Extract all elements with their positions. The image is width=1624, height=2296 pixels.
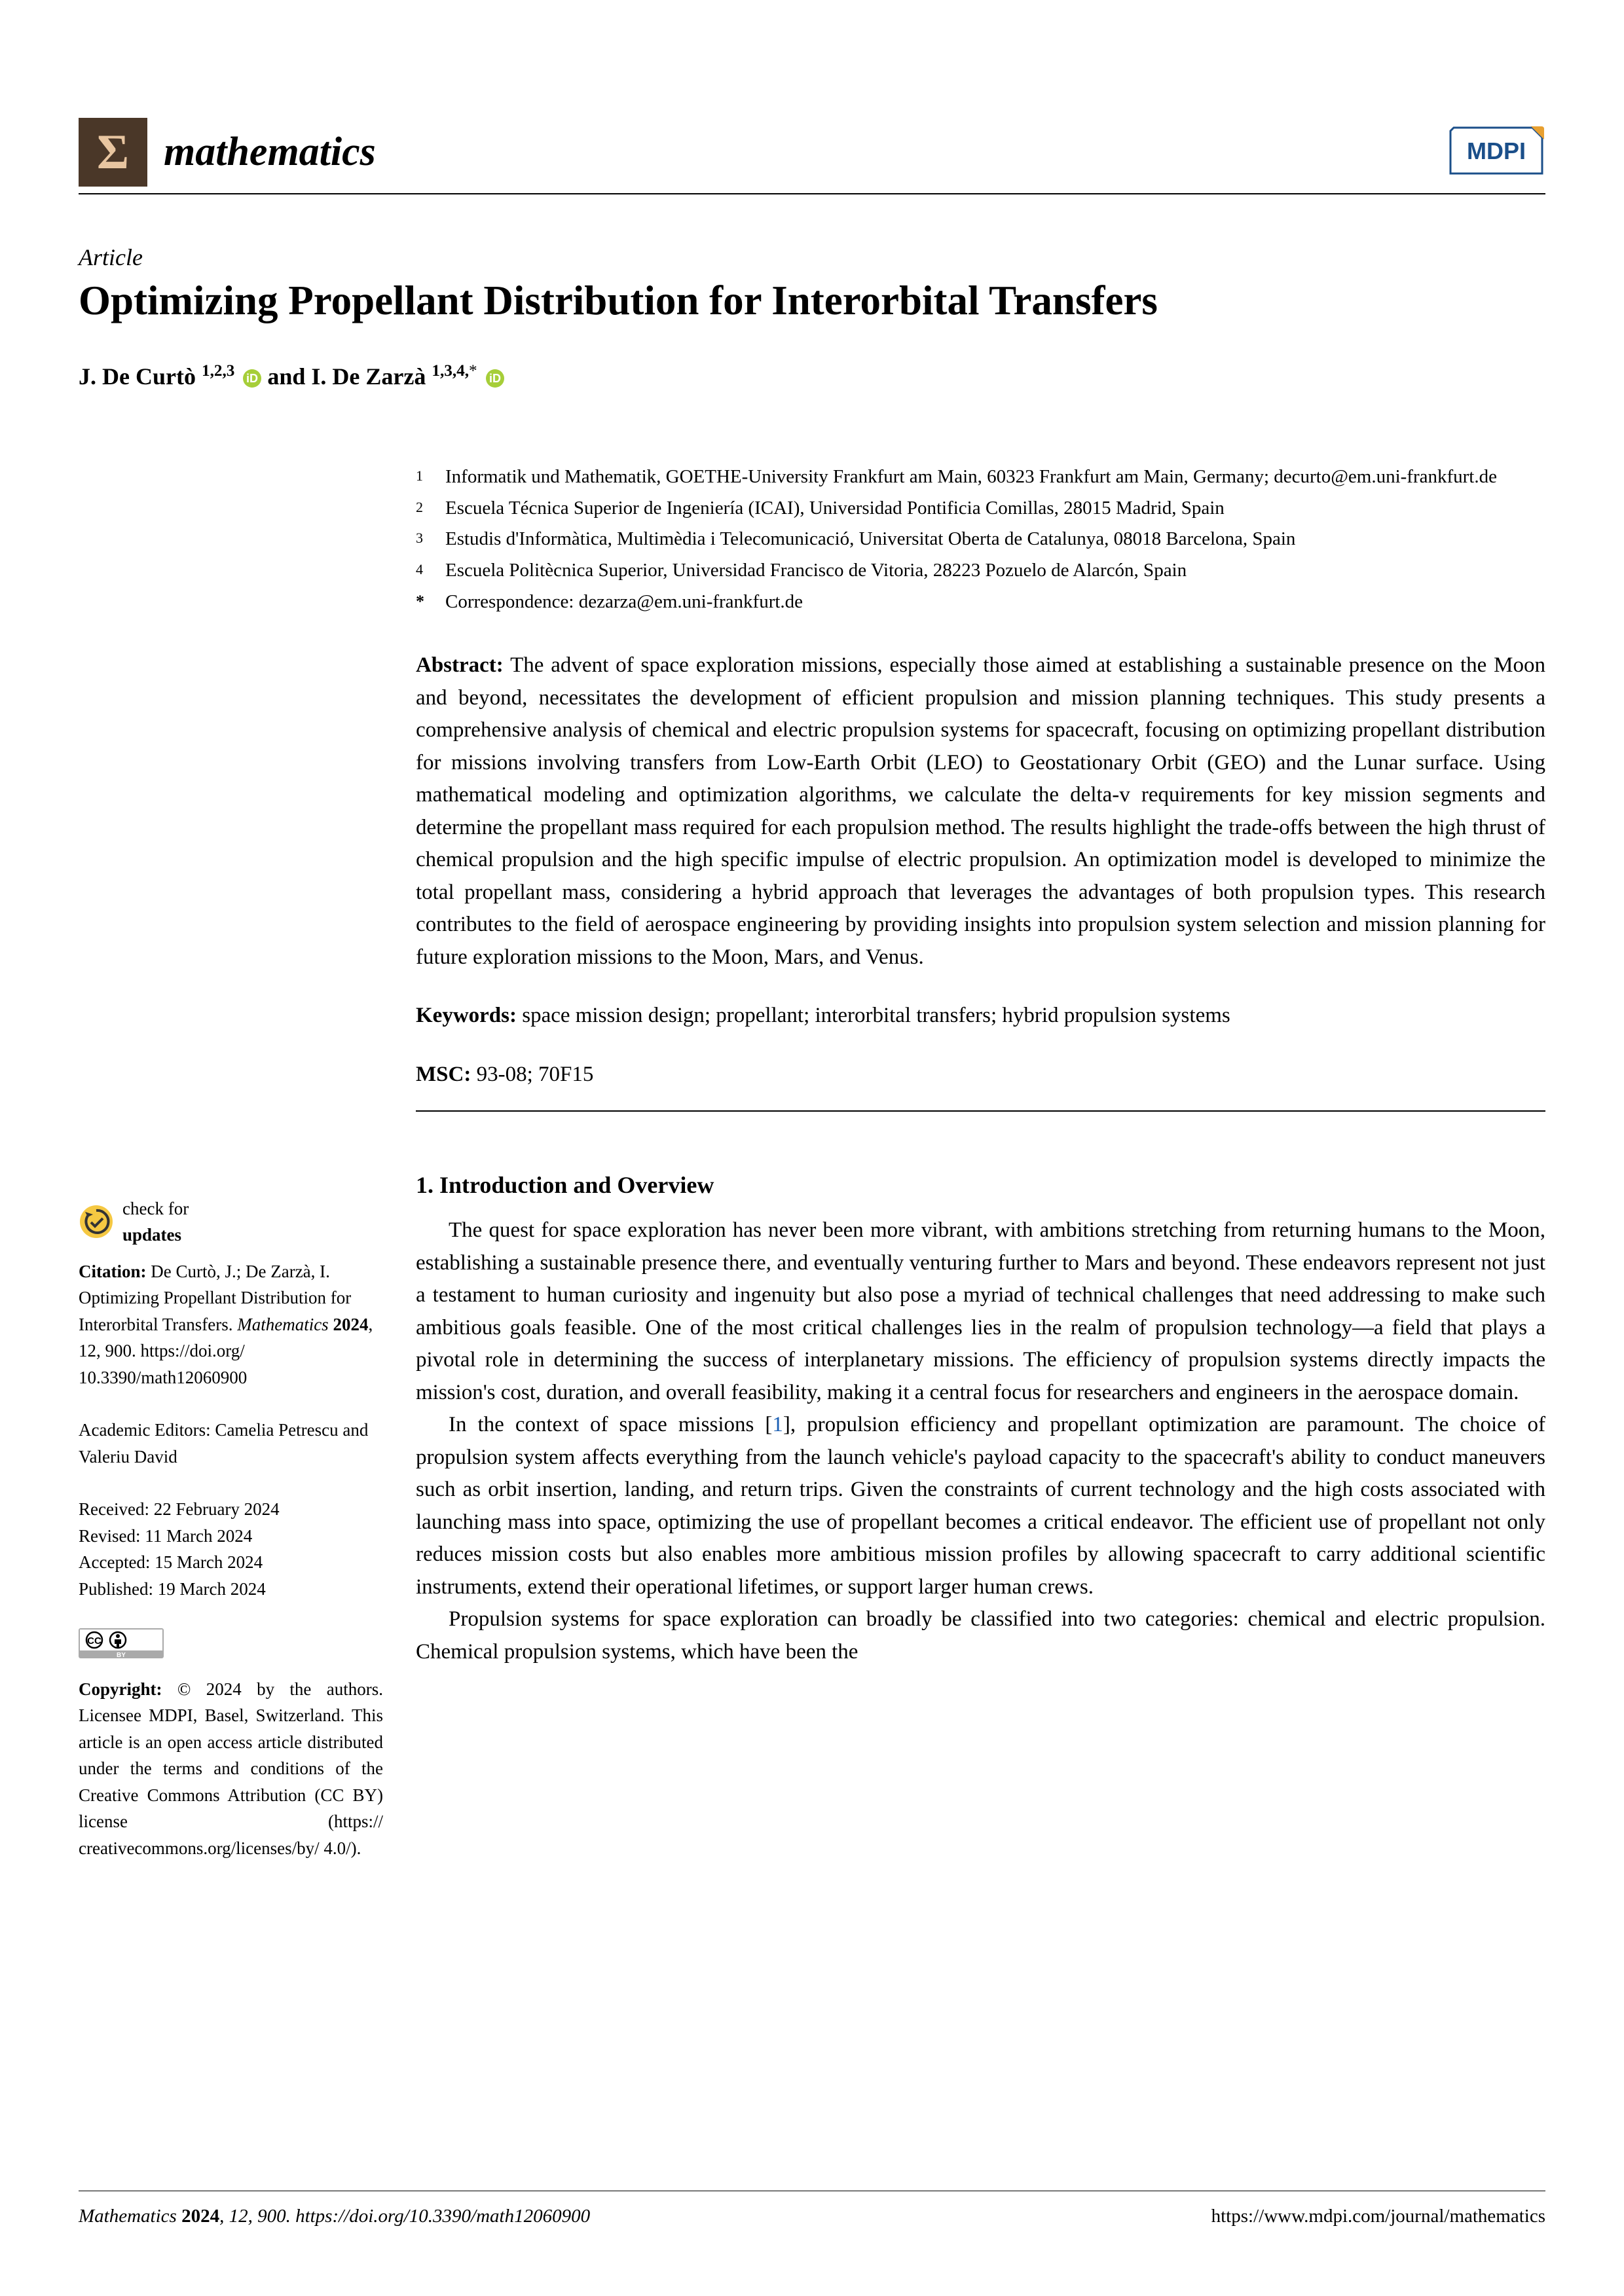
mdpi-logo-icon: MDPI [1447,121,1545,183]
check-updates-badge[interactable]: check for updates [79,1195,383,1248]
editors-block: Academic Editors: Camelia Petrescu and V… [79,1417,383,1470]
author-1-name: J. De Curtò [79,363,196,390]
keywords: Keywords: space mission design; propella… [416,1000,1545,1032]
section-1-body: The quest for space exploration has neve… [416,1214,1545,1668]
corresponding-mark: * [469,362,477,380]
keywords-label: Keywords: [416,1004,517,1027]
journal-logo-icon: Σ [79,118,147,187]
author-2-aff: 1,3,4, [432,362,469,380]
copyright-text: © 2024 by the authors. Licensee MDPI, Ba… [79,1679,383,1858]
author-2-name: I. De Zarzà [311,363,426,390]
accepted-date: Accepted: 15 March 2024 [79,1549,383,1576]
cc-by-badge[interactable]: CC BY [79,1628,383,1666]
author-1-aff: 1,2,3 [202,362,234,380]
affil-num: 1 [416,462,429,492]
abstract: Abstract: The advent of space exploratio… [416,649,1545,974]
msc-text: 93-08; 70F15 [471,1063,593,1086]
citation-journal: Mathematics [237,1315,328,1334]
affil-num: 4 [416,556,429,585]
svg-text:iD: iD [489,372,501,385]
check-updates-text: check for updates [122,1195,189,1248]
para-1: The quest for space exploration has neve… [416,1214,1545,1409]
header-rule [79,193,1545,194]
journal-brand: Σ mathematics [79,118,376,187]
footer-journal: Mathematics [79,2206,181,2227]
article-type: Article [79,244,1545,271]
published-date: Published: 19 March 2024 [79,1576,383,1603]
correspondence: Correspondence: dezarza@em.uni-frankfurt… [445,587,803,617]
svg-text:iD: iD [246,372,258,385]
svg-text:MDPI: MDPI [1467,137,1526,164]
footer-year: 2024 [181,2206,219,2227]
author-list: J. De Curtò 1,2,3 iD and I. De Zarzà 1,3… [79,362,1545,390]
section-1-title: 1. Introduction and Overview [416,1167,1545,1203]
check-line2: updates [122,1222,189,1248]
sidebar: check for updates Citation: De Curtò, J.… [79,462,383,1888]
journal-name: mathematics [164,129,376,175]
orcid-icon[interactable]: iD [486,369,504,388]
footer-right[interactable]: https://www.mdpi.com/journal/mathematics [1211,2206,1545,2227]
affil-num: 2 [416,494,429,523]
abstract-label: Abstract: [416,653,504,677]
para-3: Propulsion systems for space exploration… [416,1603,1545,1668]
main-column: 1 Informatik und Mathematik, GOETHE-Unive… [416,462,1545,1888]
msc-label: MSC: [416,1063,471,1086]
dates-block: Received: 22 February 2024 Revised: 11 M… [79,1496,383,1602]
msc: MSC: 93-08; 70F15 [416,1059,1545,1091]
revised-date: Revised: 11 March 2024 [79,1523,383,1550]
para-2b: ], propulsion efficiency and propellant … [416,1413,1545,1599]
ref-link-1[interactable]: 1 [772,1413,783,1436]
affil-num: 3 [416,524,429,554]
corr-mark: * [416,587,429,617]
copyright-label: Copyright: [79,1679,162,1699]
citation-year: 2024 [329,1315,369,1334]
keywords-text: space mission design; propellant; intero… [517,1004,1230,1027]
cc-by-icon: CC BY [79,1628,164,1658]
sigma-glyph: Σ [97,124,129,181]
para-2a: In the context of space missions [ [449,1413,772,1436]
para-2: In the context of space missions [1], pr… [416,1409,1545,1603]
affiliations: 1 Informatik und Mathematik, GOETHE-Unive… [416,462,1545,617]
citation-label: Citation: [79,1262,147,1281]
svg-text:CC: CC [87,1635,101,1647]
citation-block: Citation: De Curtò, J.; De Zarzà, I. Opt… [79,1258,383,1391]
received-date: Received: 22 February 2024 [79,1496,383,1523]
affil-1: Informatik und Mathematik, GOETHE-Univer… [445,462,1497,492]
article-title: Optimizing Propellant Distribution for I… [79,276,1545,326]
check-line1: check for [122,1195,189,1222]
abstract-text: The advent of space exploration missions… [416,653,1545,969]
affil-4: Escuela Politècnica Superior, Universida… [445,556,1187,585]
affil-2: Escuela Técnica Superior de Ingeniería (… [445,494,1225,523]
check-updates-icon [79,1204,115,1240]
copyright-block: Copyright: © 2024 by the authors. Licens… [79,1676,383,1862]
footer-left: Mathematics 2024, 12, 900. https://doi.o… [79,2206,590,2227]
svg-text:BY: BY [117,1652,126,1658]
footer-rest: , 12, 900. https://doi.org/10.3390/math1… [219,2206,590,2227]
page-footer: Mathematics 2024, 12, 900. https://doi.o… [79,2191,1545,2227]
affil-3: Estudis d'Informàtica, Multimèdia i Tele… [445,524,1295,554]
journal-header: Σ mathematics MDPI [79,118,1545,187]
orcid-icon[interactable]: iD [243,369,261,388]
abstract-rule [416,1110,1545,1112]
author-and: and [267,363,311,390]
